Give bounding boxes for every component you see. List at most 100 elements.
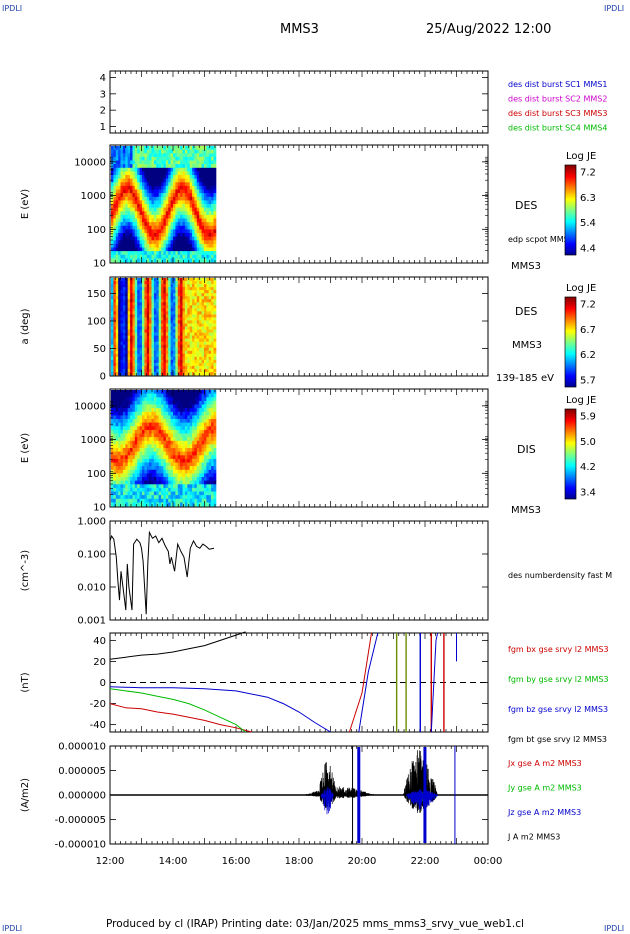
des-energy-cell (208, 200, 212, 205)
des-pitch-cell (163, 341, 167, 346)
dis-energy-cell (137, 408, 140, 413)
des-energy-cell (122, 193, 126, 198)
dis-energy-cell (153, 480, 157, 485)
dis-energy-cell (175, 408, 179, 413)
des-energy-cell (211, 218, 214, 223)
dis-energy-cell (149, 491, 152, 496)
dis-energy-cell (156, 469, 160, 474)
des-energy-cell (151, 167, 155, 172)
dis-energy-cell (132, 495, 136, 500)
dis-energy-cell (196, 433, 200, 438)
des-energy-cell (111, 182, 114, 187)
dis-energy-cell (184, 462, 188, 467)
des-energy-cell (187, 156, 191, 161)
dis-energy-cell (192, 440, 195, 445)
des-energy-cell (144, 200, 148, 205)
dis-energy-cell (208, 404, 212, 409)
des-pitch-cell (180, 338, 183, 342)
des-pitch-cell (149, 344, 152, 349)
des-pitch-cell (130, 302, 133, 306)
des-pitch-cell (161, 299, 164, 303)
des-energy-cell (206, 214, 210, 219)
dis-energy-cell (151, 477, 155, 481)
des-pitch-cell (156, 365, 160, 370)
des-pitch-cell (151, 359, 155, 364)
des-energy-cell (165, 211, 169, 216)
des-pitch-cell (153, 365, 157, 370)
dis-energy-cell (175, 404, 179, 409)
dis-energy-cell (161, 451, 164, 456)
dis-energy-cell (139, 433, 143, 438)
des-energy-cell (132, 240, 136, 245)
dis-energy-cell (175, 415, 179, 420)
des-energy-cell (139, 193, 143, 198)
dis-energy-cell (113, 400, 117, 405)
des-energy-cell (204, 254, 207, 259)
dis-energy-cell (184, 455, 188, 460)
des-energy-cell (163, 214, 167, 219)
des-energy-cell (165, 185, 169, 190)
des-pitch-cell (189, 284, 193, 288)
dis-energy-cell (211, 473, 214, 478)
dis-energy-cell (194, 451, 198, 456)
des-pitch-cell (194, 338, 198, 342)
des-pitch-cell (156, 320, 160, 324)
des-energy-cell (192, 153, 195, 158)
des-energy-cell (204, 247, 207, 252)
des-pitch-cell (184, 293, 188, 297)
dis-energy-cell (168, 458, 171, 463)
des-energy-cell (194, 193, 198, 198)
des-energy-cell (163, 222, 167, 227)
des-pitch-cell (194, 302, 198, 306)
dis-energy-cell (125, 462, 129, 467)
des-pitch-cell (192, 284, 195, 288)
des-energy-cell (168, 247, 171, 252)
des-energy-cell (149, 189, 152, 194)
des-pitch-cell (144, 293, 148, 297)
des-pitch-cell (196, 320, 200, 324)
des-pitch-cell (122, 344, 126, 349)
des-pitch-cell (163, 290, 167, 294)
des-energy-cell (168, 222, 171, 227)
dis-energy-cell (156, 451, 160, 456)
dis-energy-cell (122, 466, 126, 471)
dis-energy-cell (170, 422, 174, 427)
des-pitch-cell (125, 347, 129, 352)
dis-energy-cell (187, 487, 191, 492)
dis-energy-cell (192, 451, 195, 456)
dis-energy-ytick-label: 10000 (74, 401, 106, 412)
des-pitch-cell (144, 302, 148, 306)
dis-energy-cell (158, 433, 162, 438)
dis-energy-cell (211, 390, 214, 394)
des-pitch-cell (206, 287, 210, 291)
des-energy-cell (139, 243, 143, 248)
des-pitch-cell (187, 281, 191, 285)
dis-energy-cell (187, 495, 191, 500)
des-pitch-cell (144, 365, 148, 370)
dis-energy-cell (165, 444, 169, 449)
des-energy-cell (146, 233, 150, 237)
des-pitch-cell (125, 293, 129, 297)
des-energy-cell (125, 240, 129, 245)
des-energy-cell (170, 175, 174, 179)
des-pitch-cell (168, 350, 171, 355)
des-energy-cell (180, 229, 183, 234)
des-energy-cell (168, 240, 171, 245)
des-energy-cell (149, 167, 152, 172)
des-pitch-cell (134, 347, 138, 352)
des-pitch-cell (130, 353, 133, 358)
dis-energy-cell (189, 484, 193, 489)
des-energy-cell (156, 214, 160, 219)
des-energy-cell (127, 214, 131, 219)
des-pitch-cell (122, 278, 126, 282)
dis-energy-cell (142, 498, 145, 503)
dis-energy-cell (201, 444, 205, 449)
des-energy-cell (122, 164, 126, 169)
des-energy-cell (194, 240, 198, 245)
dis-energy-cell (182, 411, 186, 416)
des-pitch-cell (137, 329, 140, 333)
dis-energy-cell (213, 397, 217, 402)
des-pitch-cell (173, 368, 176, 373)
des-energy-cell (158, 160, 162, 165)
des-energy-cell (113, 214, 117, 219)
